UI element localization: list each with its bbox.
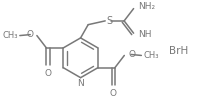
Text: CH₃: CH₃: [143, 51, 159, 60]
Text: BrH: BrH: [169, 46, 188, 56]
Text: O: O: [128, 50, 135, 59]
Text: S: S: [106, 16, 112, 26]
Text: O: O: [26, 30, 33, 39]
Text: NH₂: NH₂: [138, 2, 156, 11]
Text: O: O: [44, 69, 51, 78]
Text: N: N: [77, 79, 84, 88]
Text: O: O: [110, 89, 117, 98]
Text: CH₃: CH₃: [2, 31, 18, 40]
Text: NH: NH: [138, 30, 152, 39]
